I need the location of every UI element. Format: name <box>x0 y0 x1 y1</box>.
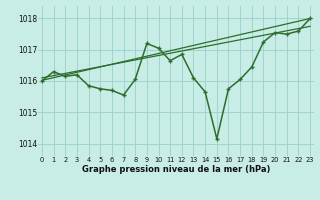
X-axis label: Graphe pression niveau de la mer (hPa): Graphe pression niveau de la mer (hPa) <box>82 165 270 174</box>
